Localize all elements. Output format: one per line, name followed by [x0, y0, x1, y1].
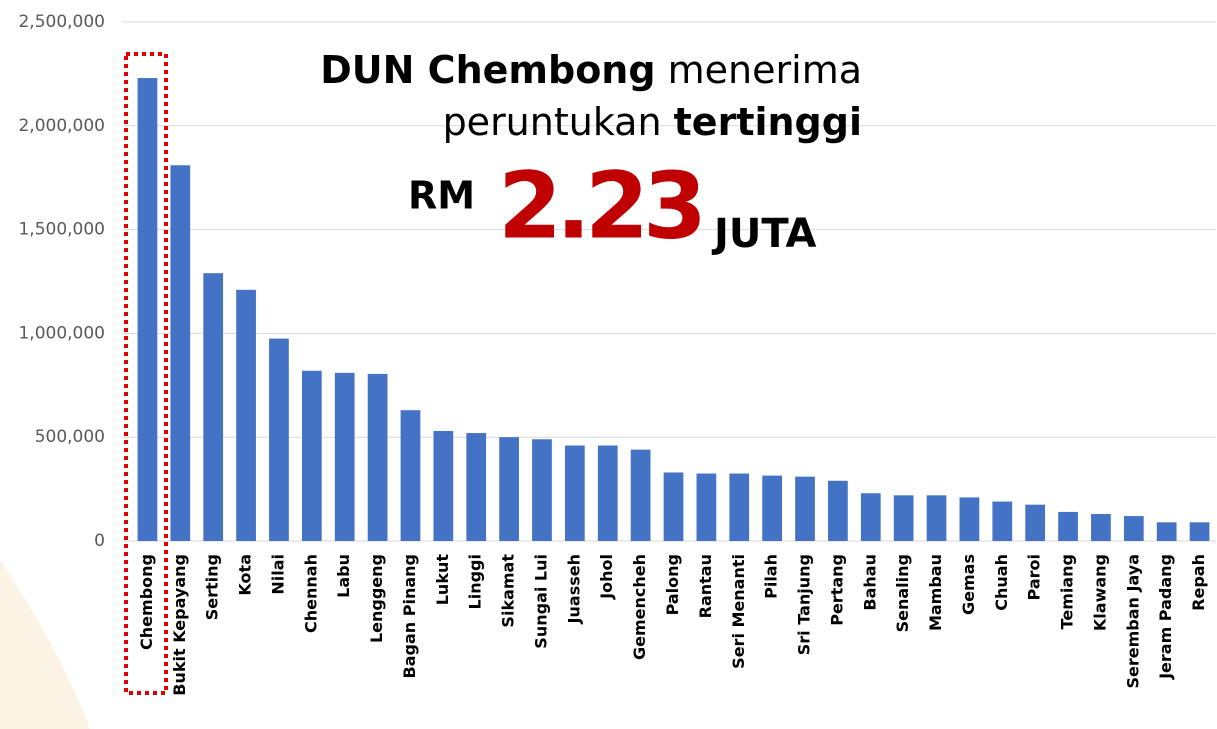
x-tick-label: Lenggeng: [367, 554, 386, 643]
bar: [565, 445, 585, 541]
y-tick-label: 500,000: [35, 427, 105, 447]
x-tick-label: Johol: [597, 554, 616, 600]
x-tick-label: Gemas: [959, 554, 978, 615]
y-tick-label: 2,500,000: [18, 12, 105, 32]
amount: 2.23: [498, 152, 701, 259]
bar: [926, 495, 947, 541]
x-tick-label: Bukit Kepayang: [170, 554, 189, 696]
x-tick-label: Juasseh: [564, 554, 583, 624]
bar: [1091, 514, 1111, 541]
x-tick-label: Chuah: [992, 554, 1011, 611]
bar: [860, 493, 881, 541]
headline-bold: tertinggi: [674, 100, 862, 144]
x-tick-label: Pilah: [762, 554, 781, 599]
bar: [992, 501, 1013, 541]
bar: [466, 433, 487, 541]
bar: [630, 449, 651, 541]
x-tick-label: Seremban Jaya: [1123, 554, 1142, 688]
bar: [597, 445, 618, 541]
x-tick-label: Nilai: [268, 554, 287, 595]
headline-text: peruntukan: [443, 100, 662, 144]
highlight-box: [124, 52, 168, 695]
x-tick-label: Palong: [663, 554, 682, 615]
headline-1: DUN Chembong menerima: [320, 48, 862, 92]
bar: [729, 473, 750, 541]
x-tick-label: Linggi: [466, 554, 485, 609]
bar: [1025, 504, 1046, 541]
bar: [959, 497, 980, 541]
y-tick-label: 0: [94, 531, 105, 551]
headline-2: peruntukan tertinggi: [443, 100, 862, 144]
x-tick-label: Seri Menanti: [729, 554, 748, 669]
x-tick-label: Temiang: [1058, 554, 1077, 629]
background-shape: [0, 560, 90, 729]
bar: [236, 289, 256, 541]
bar: [137, 78, 158, 541]
headline-text: menerima: [668, 48, 862, 92]
headline-bold: DUN Chembong: [320, 48, 655, 92]
x-tick-label: Bagan Pinang: [400, 554, 419, 678]
bar: [170, 165, 191, 541]
x-tick-label: Chennah: [301, 554, 320, 633]
bar: [1189, 522, 1210, 541]
x-tick-label: Klawang: [1090, 554, 1109, 631]
bar: [433, 430, 454, 541]
bar: [203, 273, 224, 541]
x-tick-label: Repah: [1189, 554, 1208, 611]
bar: [696, 473, 717, 541]
y-tick-label: 1,000,000: [18, 323, 105, 343]
bar: [532, 439, 552, 541]
y-tick-label: 2,000,000: [18, 116, 105, 136]
x-tick-label: Sungai Lui: [531, 554, 550, 649]
bar: [663, 472, 684, 541]
currency: RM: [408, 174, 475, 218]
x-tick-label: Paroi: [1025, 554, 1044, 600]
x-tick-label: Pertang: [827, 554, 846, 626]
x-tick-label: Mambau: [926, 554, 945, 631]
unit: JUTA: [711, 211, 817, 257]
bar: [795, 476, 815, 541]
x-tick-label: Rantau: [696, 554, 715, 618]
x-tick-label: Kota: [236, 554, 255, 596]
x-tick-label: Lukut: [433, 554, 452, 606]
bar: [334, 372, 355, 541]
x-tick-label: Chembong: [137, 554, 156, 650]
bar: [1058, 511, 1078, 541]
x-tick-label: Serting: [203, 554, 222, 620]
bar: [269, 338, 289, 541]
bar: [367, 373, 388, 541]
bar: [893, 495, 914, 541]
bar: [1123, 516, 1144, 541]
bar: [828, 480, 848, 541]
bar: [301, 370, 322, 541]
bar: [499, 437, 519, 541]
x-tick-label: Sikamat: [499, 554, 518, 628]
x-tick-label: Jeram Padang: [1156, 554, 1175, 680]
x-tick-label: Bahau: [860, 554, 879, 611]
x-tick-label: Labu: [334, 554, 353, 598]
x-tick-label: Sri Tanjung: [795, 554, 814, 655]
bar: [1156, 522, 1177, 541]
plot: 0 500,000 1,000,000 1,500,000 2,000,000 2,500…: [18, 12, 1216, 696]
bar: [400, 410, 421, 541]
x-tick-label: Gemencheh: [630, 554, 649, 660]
bar: [762, 475, 782, 541]
y-tick-label: 1,500,000: [18, 220, 105, 240]
x-tick-label: Senaling: [893, 554, 912, 632]
